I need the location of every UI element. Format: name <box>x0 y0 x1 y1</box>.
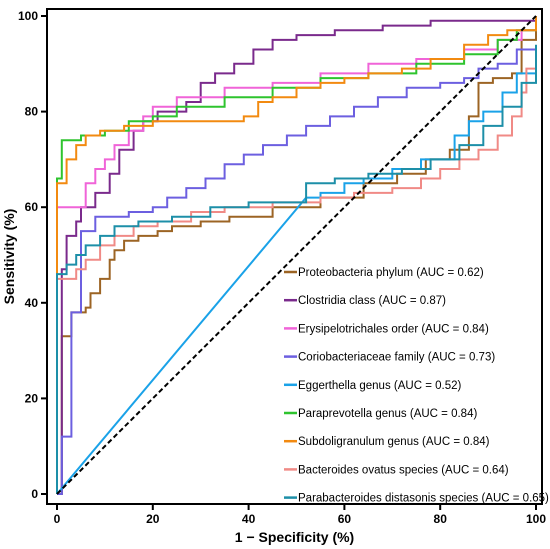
y-tick-label: 80 <box>25 105 39 119</box>
legend-entry: Proteobacteria phylum (AUC = 0.62) <box>298 267 484 279</box>
y-tick-label: 40 <box>25 296 39 310</box>
legend-entry: Erysipelotrichales order (AUC = 0.84) <box>298 323 489 335</box>
roc-curve-9 <box>56 44 537 494</box>
x-tick-label: 60 <box>338 512 352 526</box>
y-tick-label: 60 <box>25 200 39 214</box>
axes: 0 20 40 60 80 100 0 20 40 60 80 100 <box>18 8 546 526</box>
roc-curve-1 <box>57 16 537 495</box>
legend: Proteobacteria phylum (AUC = 0.62) Clostr… <box>284 267 549 505</box>
legend-entry: Paraprevotella genus (AUC = 0.84) <box>298 408 477 420</box>
x-axis-title: 1 − Specificity (%) <box>235 529 354 545</box>
roc-curve-7 <box>56 16 537 494</box>
plot-frame <box>46 8 543 505</box>
x-tick-label: 100 <box>526 512 546 526</box>
legend-entry: Clostridia class (AUC = 0.87) <box>298 295 446 307</box>
x-tick-label: 80 <box>434 512 448 526</box>
x-tick-label: 40 <box>242 512 256 526</box>
roc-curve-4 <box>57 48 536 495</box>
y-tick-label: 20 <box>25 391 39 405</box>
reference-diagonal <box>56 15 537 495</box>
legend-entry: Parabacteroides distasonis species (AUC … <box>298 493 549 505</box>
roc-curves <box>56 15 537 495</box>
y-tick-label: 100 <box>18 9 38 23</box>
legend-entry: Subdoligranulum genus (AUC = 0.84) <box>298 436 490 448</box>
roc-curve-2 <box>57 19 536 495</box>
y-tick-label: 0 <box>31 487 38 501</box>
legend-entry: Bacteroides ovatus species (AUC = 0.64) <box>298 464 509 476</box>
legend-entry: Coriobacteriaceae family (AUC = 0.73) <box>298 352 495 364</box>
x-tick-label: 0 <box>54 512 61 526</box>
x-tick-label: 20 <box>146 512 160 526</box>
roc-curve-8 <box>56 54 537 494</box>
y-axis-title: Sensitivity (%) <box>1 209 17 305</box>
legend-entry: Eggerthella genus (AUC = 0.52) <box>298 380 462 392</box>
